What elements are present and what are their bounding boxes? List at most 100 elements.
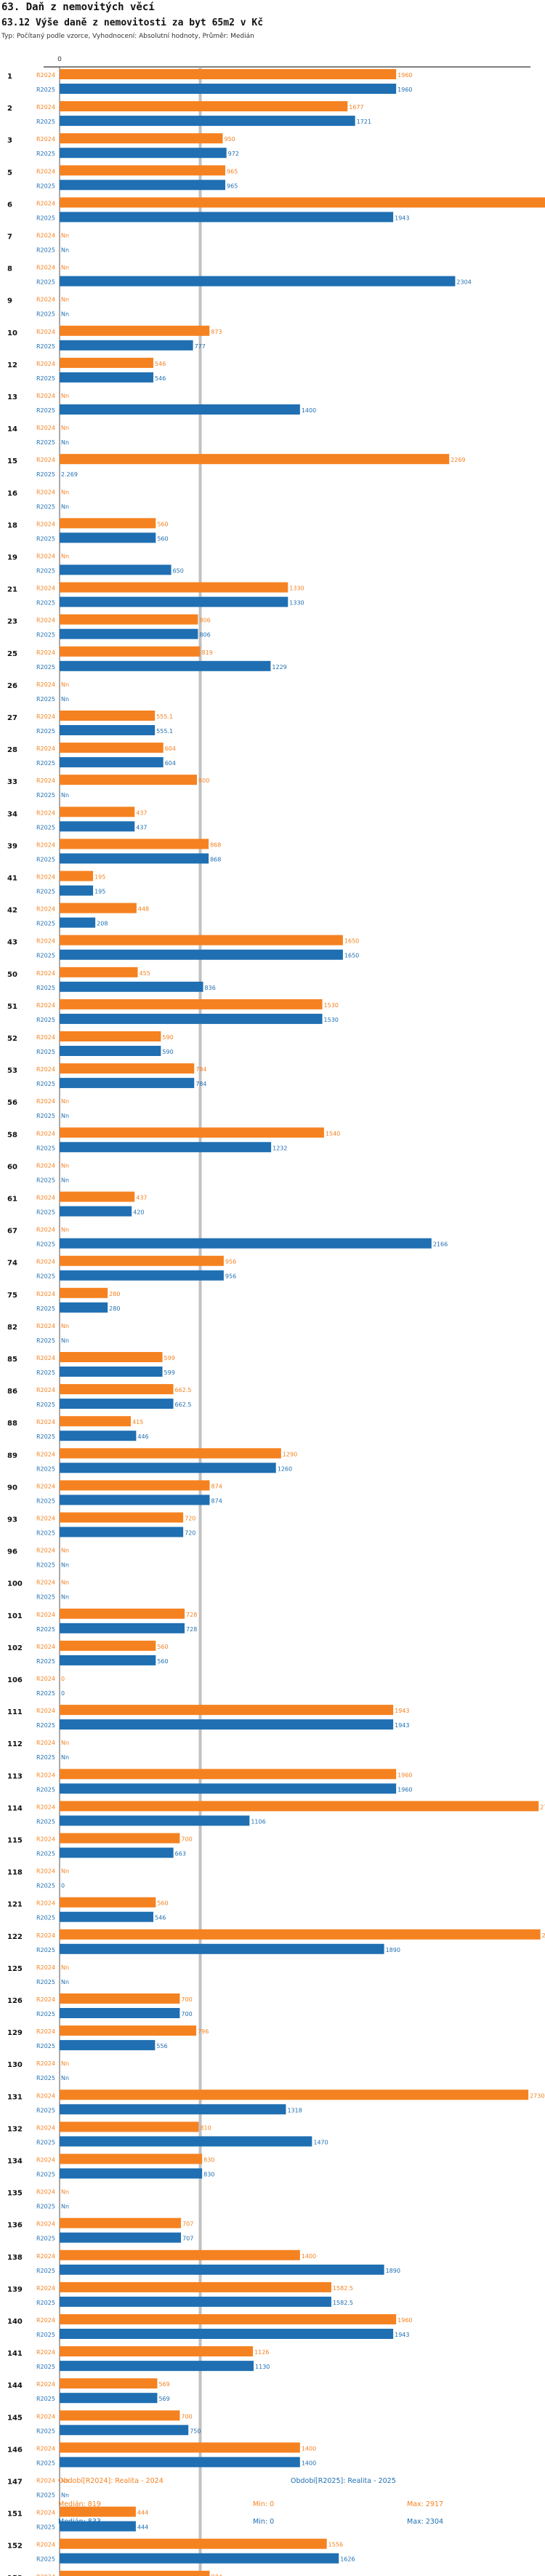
row-label: 141	[7, 2350, 23, 2358]
bar-r2025	[60, 340, 193, 351]
bar-r2025	[60, 949, 343, 960]
row-label: 86	[7, 1388, 17, 1396]
value-label-r2025: Nn	[61, 247, 69, 254]
value-label-r2025: 1960	[397, 87, 412, 93]
bar-r2024	[60, 903, 137, 913]
bar-r2025	[60, 981, 203, 992]
bar-r2024	[60, 582, 288, 593]
row-label: 122	[7, 1933, 23, 1941]
value-label-r2024: 448	[138, 906, 149, 913]
series-label-r2024: R2024	[36, 809, 55, 816]
value-label-r2025: 1400	[302, 2460, 316, 2466]
series-label-r2025: R2025	[36, 856, 55, 863]
value-label-r2024: 1330	[289, 585, 304, 592]
bar-r2024	[60, 1705, 394, 1716]
bar-r2024	[60, 2346, 254, 2357]
value-label-r2025: 208	[97, 921, 108, 927]
value-label-r2025: Nn	[61, 1979, 69, 1985]
series-label-r2025: R2025	[36, 2300, 55, 2306]
series-label-r2024: R2024	[36, 745, 55, 752]
row-label: 9	[7, 297, 12, 305]
series-label-r2024: R2024	[36, 2478, 55, 2484]
row-label: 8	[7, 265, 12, 273]
row-label: 21	[7, 586, 17, 594]
series-label-r2024: R2024	[36, 2253, 55, 2260]
series-label-r2025: R2025	[36, 1947, 55, 1953]
bar-r2025	[60, 2425, 189, 2436]
bar-r2024	[60, 967, 138, 977]
value-label-r2025: 437	[136, 824, 147, 831]
series-label-r2025: R2025	[36, 1497, 55, 1504]
row-label: 129	[7, 2029, 23, 2037]
series-label-r2025: R2025	[36, 151, 55, 157]
series-label-r2025: R2025	[36, 760, 55, 767]
series-label-r2024: R2024	[36, 1676, 55, 1682]
value-label-r2024: 415	[132, 1419, 143, 1425]
row-label: 2	[7, 105, 12, 113]
bar-r2024	[60, 1287, 108, 1298]
series-label-r2024: R2024	[36, 841, 55, 848]
value-label-r2025: 604	[165, 760, 176, 767]
bar-r2024	[60, 711, 156, 721]
series-label-r2024: R2024	[36, 72, 55, 79]
series-label-r2024: R2024	[36, 1836, 55, 1843]
bar-r2025	[60, 116, 355, 127]
value-label-r2025: 546	[155, 1915, 166, 1921]
value-label-r2024: 2730	[530, 2092, 544, 2099]
bar-r2025	[60, 596, 288, 607]
value-label-r2025: Nn	[61, 1562, 69, 1569]
series-label-r2025: R2025	[36, 1530, 55, 1537]
row-label: 42	[7, 907, 17, 915]
row-label: 132	[7, 2125, 23, 2133]
series-label-r2024: R2024	[36, 1708, 55, 1714]
bar-r2025	[60, 757, 164, 768]
series-label-r2024: R2024	[36, 2124, 55, 2131]
series-label-r2024: R2024	[36, 2381, 55, 2388]
row-label: 60	[7, 1163, 17, 1171]
bar-r2025	[60, 2040, 156, 2051]
value-label-r2025: 1626	[340, 2556, 355, 2563]
series-label-r2025: R2025	[36, 343, 55, 350]
series-label-r2024: R2024	[36, 1900, 55, 1907]
bar-r2025	[60, 180, 226, 191]
bar-r2024	[60, 197, 545, 208]
value-label-r2024: Nn	[61, 1580, 69, 1586]
value-label-r2024: 720	[185, 1516, 195, 1522]
series-label-r2024: R2024	[36, 1355, 55, 1361]
series-label-r2024: R2024	[36, 1483, 55, 1489]
value-label-r2024: 2790	[540, 1804, 545, 1810]
value-label-r2024: Nn	[61, 2478, 69, 2484]
series-label-r2025: R2025	[36, 2011, 55, 2017]
bar-r2025	[60, 1623, 185, 1633]
bar-r2024	[60, 1640, 156, 1651]
bar-r2025	[60, 2457, 300, 2468]
series-label-r2025: R2025	[36, 1081, 55, 1087]
bar-r2024	[60, 2570, 210, 2576]
row-label: 27	[7, 714, 17, 722]
series-label-r2025: R2025	[36, 279, 55, 286]
row-label: 5	[7, 169, 12, 177]
value-label-r2024: Nn	[61, 489, 69, 495]
value-label-r2024: 874	[211, 2574, 222, 2576]
bar-r2025	[60, 1911, 154, 1922]
series-label-r2025: R2025	[36, 2332, 55, 2338]
value-label-r2025: 956	[225, 1273, 236, 1280]
bar-r2024	[60, 1833, 180, 1844]
row-label: 41	[7, 875, 17, 883]
series-label-r2024: R2024	[36, 777, 55, 784]
series-label-r2025: R2025	[36, 792, 55, 799]
series-label-r2024: R2024	[36, 1964, 55, 1971]
series-label-r2024: R2024	[36, 617, 55, 624]
series-label-r2024: R2024	[36, 874, 55, 881]
series-label-r2025: R2025	[36, 2075, 55, 2081]
series-label-r2024: R2024	[36, 361, 55, 367]
row-label: 33	[7, 778, 17, 786]
value-label-r2025: 1318	[287, 2107, 302, 2113]
value-label-r2024: 590	[162, 1034, 173, 1041]
value-label-r2024: 437	[136, 1195, 147, 1201]
value-label-r2024: 707	[182, 2221, 193, 2228]
value-label-r2025: 195	[94, 889, 105, 895]
series-label-r2024: R2024	[36, 2542, 55, 2548]
row-label: 101	[7, 1612, 23, 1620]
series-label-r2024: R2024	[36, 1451, 55, 1457]
